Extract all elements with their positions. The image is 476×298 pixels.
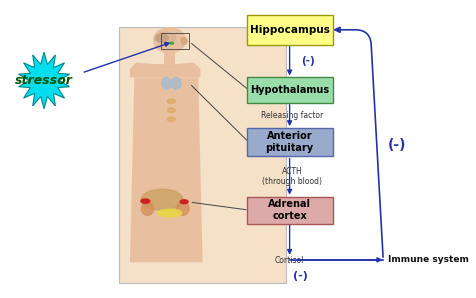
FancyBboxPatch shape <box>246 128 332 156</box>
FancyBboxPatch shape <box>246 77 332 103</box>
Text: Adrenal
cortex: Adrenal cortex <box>268 199 310 221</box>
Text: (-): (-) <box>300 56 314 66</box>
Ellipse shape <box>169 42 173 44</box>
Ellipse shape <box>161 77 171 89</box>
Text: (-): (-) <box>293 271 307 281</box>
Ellipse shape <box>167 108 175 113</box>
FancyBboxPatch shape <box>119 27 286 283</box>
Ellipse shape <box>176 202 188 215</box>
Text: Cortisol: Cortisol <box>274 256 304 265</box>
Ellipse shape <box>167 99 175 104</box>
Ellipse shape <box>153 28 185 53</box>
Ellipse shape <box>141 202 153 215</box>
Ellipse shape <box>167 117 175 122</box>
Ellipse shape <box>141 189 183 210</box>
Polygon shape <box>129 63 200 77</box>
Ellipse shape <box>171 77 181 89</box>
Text: ACTH
(through blood): ACTH (through blood) <box>261 167 321 186</box>
Text: stressor: stressor <box>15 74 73 87</box>
Ellipse shape <box>157 209 181 217</box>
Text: (-): (-) <box>387 138 405 152</box>
Text: Releasing factor: Releasing factor <box>260 111 322 120</box>
Polygon shape <box>19 52 69 109</box>
FancyBboxPatch shape <box>246 15 332 45</box>
Text: Hypothalamus: Hypothalamus <box>249 85 328 95</box>
Ellipse shape <box>154 32 175 44</box>
Ellipse shape <box>180 200 188 204</box>
Text: Immune system: Immune system <box>387 255 467 264</box>
Ellipse shape <box>181 38 187 44</box>
FancyBboxPatch shape <box>246 197 332 224</box>
Polygon shape <box>129 77 202 262</box>
Text: Anterior
pituitary: Anterior pituitary <box>265 131 313 153</box>
Ellipse shape <box>156 34 168 42</box>
FancyBboxPatch shape <box>164 52 175 64</box>
Text: Hippocampus: Hippocampus <box>249 25 329 35</box>
Ellipse shape <box>141 199 149 203</box>
